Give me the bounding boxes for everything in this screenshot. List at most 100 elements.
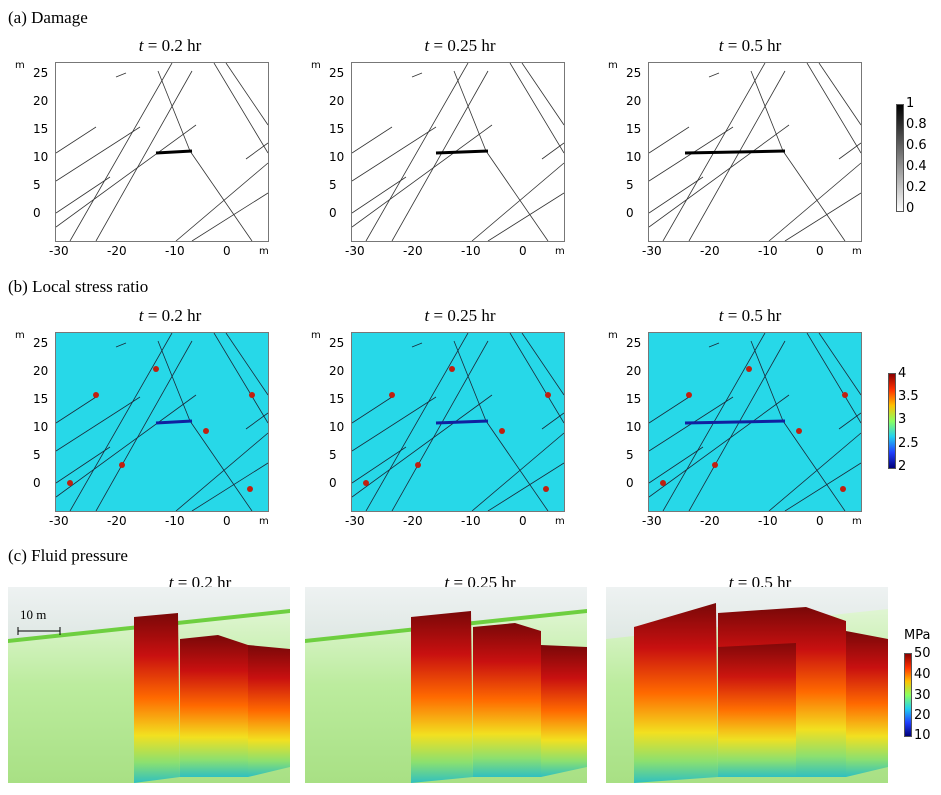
y-tick-label: 15 <box>329 392 345 406</box>
axis-unit-label: m <box>555 246 565 257</box>
y-tick-label: 0 <box>33 206 41 220</box>
x-tick-label: 0 <box>519 244 527 258</box>
y-tick-label: 15 <box>33 392 49 406</box>
section-title-damage: (a) Damage <box>8 8 88 27</box>
y-tick-label: 0 <box>329 206 337 220</box>
x-tick-label: -30 <box>49 514 69 528</box>
x-tick-label: -10 <box>758 244 778 258</box>
time-title: t = 0.5 hr <box>718 306 782 325</box>
y-tick-label: 10 <box>626 420 642 434</box>
pressure-cbar-label: 40 <box>914 667 931 682</box>
stress-plot <box>648 332 862 512</box>
x-tick-label: 0 <box>223 244 231 258</box>
axis-unit-label: m <box>259 516 269 527</box>
stress-cbar-label: 2.5 <box>898 436 919 451</box>
damage-plot <box>648 62 862 242</box>
pressure-cbar-label: 20 <box>914 708 931 723</box>
x-tick-label: -20 <box>403 514 423 528</box>
y-tick-label: 25 <box>329 336 345 350</box>
pressure-colorbar <box>904 653 912 737</box>
time-title: t = 0.5 hr <box>718 36 782 55</box>
y-tick-label: 25 <box>329 66 345 80</box>
scale-bar-label: 10 m <box>20 607 47 622</box>
x-tick-label: -10 <box>461 514 481 528</box>
y-tick-label: 10 <box>329 420 345 434</box>
x-tick-label: -20 <box>107 244 127 258</box>
section-title-stress: (b) Local stress ratio <box>8 277 149 296</box>
pressure-surface-panel-2 <box>305 587 587 783</box>
y-tick-label: 15 <box>329 122 345 136</box>
y-tick-label: 0 <box>33 476 41 490</box>
x-tick-label: -10 <box>165 514 185 528</box>
damage-colorbar <box>896 104 904 212</box>
time-title: t = 0.2 hr <box>138 36 202 55</box>
x-tick-label: -10 <box>461 244 481 258</box>
damage-cbar-label: 0.8 <box>906 117 927 132</box>
y-tick-label: 20 <box>626 94 642 108</box>
axis-unit-label: m <box>311 330 321 341</box>
axis-unit-label: m <box>311 60 321 71</box>
section-title-pressure: (c) Fluid pressure <box>8 546 128 565</box>
y-tick-label: 5 <box>329 178 337 192</box>
stress-plot <box>55 332 269 512</box>
y-tick-label: 15 <box>33 122 49 136</box>
x-tick-label: -20 <box>403 244 423 258</box>
y-tick-label: 20 <box>626 364 642 378</box>
y-tick-label: 5 <box>329 448 337 462</box>
x-tick-label: -30 <box>345 514 365 528</box>
pressure-cbar-label: 50 <box>914 646 931 661</box>
x-tick-label: -30 <box>642 244 662 258</box>
damage-plot <box>351 62 565 242</box>
damage-cbar-label: 1 <box>906 96 915 111</box>
pressure-cbar-unit: MPa <box>904 628 931 643</box>
damage-cbar-label: 0 <box>906 201 915 216</box>
pressure-surface-panel-3 <box>606 587 888 783</box>
y-tick-label: 0 <box>329 476 337 490</box>
y-tick-label: 20 <box>33 364 49 378</box>
x-tick-label: -20 <box>107 514 127 528</box>
pressure-surface-panel-1: 10 m <box>8 587 290 783</box>
x-tick-label: 0 <box>519 514 527 528</box>
damage-cbar-label: 0.6 <box>906 138 927 153</box>
y-tick-label: 15 <box>626 392 642 406</box>
stress-cbar-label: 4 <box>898 366 907 381</box>
time-title: t = 0.25 hr <box>424 36 496 55</box>
y-tick-label: 15 <box>626 122 642 136</box>
pressure-cbar-label: 10 <box>914 728 931 743</box>
axis-unit-label: m <box>852 246 862 257</box>
x-tick-label: -30 <box>642 514 662 528</box>
y-tick-label: 20 <box>329 94 345 108</box>
y-tick-label: 25 <box>33 66 49 80</box>
axis-unit-label: m <box>852 516 862 527</box>
axis-unit-label: m <box>555 516 565 527</box>
x-tick-label: 0 <box>223 514 231 528</box>
x-tick-label: -10 <box>758 514 778 528</box>
x-tick-label: -10 <box>165 244 185 258</box>
stress-colorbar <box>888 373 896 469</box>
stress-cbar-label: 2 <box>898 459 907 474</box>
y-tick-label: 5 <box>33 178 41 192</box>
y-tick-label: 10 <box>33 420 49 434</box>
x-tick-label: 0 <box>816 244 824 258</box>
axis-unit-label: m <box>259 246 269 257</box>
axis-unit-label: m <box>15 60 25 71</box>
y-tick-label: 0 <box>626 476 634 490</box>
x-tick-label: -20 <box>700 514 720 528</box>
y-tick-label: 10 <box>626 150 642 164</box>
stress-cbar-label: 3.5 <box>898 389 919 404</box>
stress-cbar-label: 3 <box>898 412 907 427</box>
y-tick-label: 25 <box>626 336 642 350</box>
y-tick-label: 5 <box>626 448 634 462</box>
damage-plot <box>55 62 269 242</box>
axis-unit-label: m <box>608 330 618 341</box>
time-title: t = 0.25 hr <box>424 306 496 325</box>
stress-plot <box>351 332 565 512</box>
x-tick-label: 0 <box>816 514 824 528</box>
y-tick-label: 10 <box>33 150 49 164</box>
axis-unit-label: m <box>608 60 618 71</box>
x-tick-label: -20 <box>700 244 720 258</box>
y-tick-label: 20 <box>329 364 345 378</box>
axis-unit-label: m <box>15 330 25 341</box>
damage-cbar-label: 0.2 <box>906 180 927 195</box>
x-tick-label: -30 <box>49 244 69 258</box>
